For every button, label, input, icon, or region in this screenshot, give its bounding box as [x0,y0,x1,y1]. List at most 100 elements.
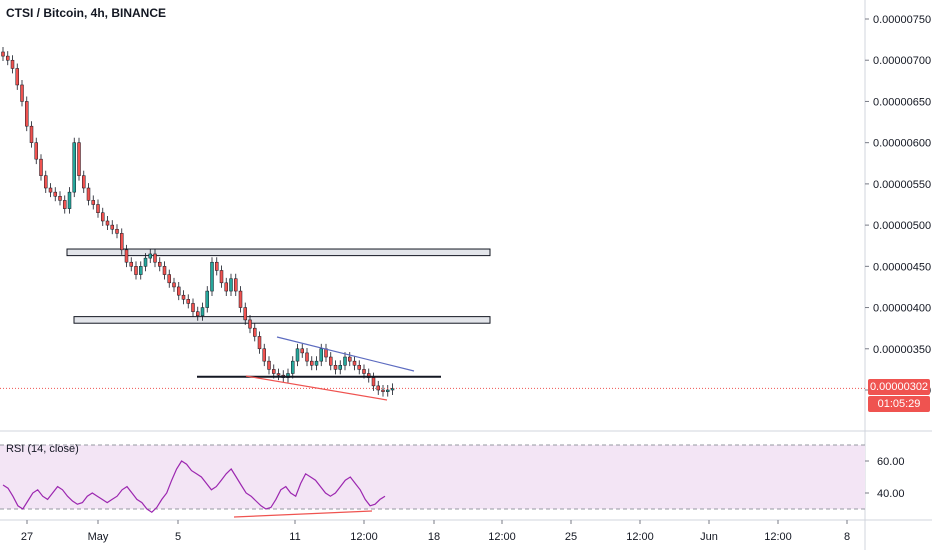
price-tick-label: 0.00000450 [873,261,931,273]
candle-body [67,191,72,209]
candle-body [329,356,333,366]
candle-body [234,278,238,292]
chart-title: CTSI / Bitcoin, 4h, BINANCE [6,6,167,20]
candle-body [129,261,133,267]
candle-body [314,360,319,366]
candle-body [124,249,129,263]
candle-body [310,360,314,366]
candle-body [215,261,219,271]
candle-body [10,59,15,69]
resistance-zone-upper [66,248,491,257]
time-tick-label: 18 [428,531,440,543]
candle-body [39,158,43,176]
descending-trendline [276,336,415,372]
countdown-badge: 01:05:29 [868,396,930,412]
candle-body [91,200,95,205]
price-tick-label: 0.00000400 [873,303,931,315]
candle-body [153,253,157,263]
candle-body [72,142,76,193]
candle-body [362,369,366,374]
time-tick-label: 12:00 [488,531,516,543]
candle-body [172,282,176,288]
candle-body [48,187,53,193]
time-tick-label: Jun [700,531,718,543]
candle-body [143,257,148,267]
candle-body [210,261,214,292]
candle-body [390,388,395,391]
candle-body [196,311,200,317]
price-tick-label: 0.00000750 [873,14,931,26]
candle-body [34,142,38,160]
time-tick-label: 12:00 [626,531,654,543]
candle-body [262,348,266,362]
candle-body [371,377,376,387]
candle-body [338,365,342,370]
candle-body [343,356,347,366]
candle-body [291,360,295,374]
candle-body [248,319,252,329]
candle-body [134,266,138,275]
candle-body [25,101,29,127]
candle-body [53,191,57,197]
price-tick-label: 0.00000350 [873,344,931,356]
candle-body [148,253,152,259]
candle-body [110,224,114,230]
candle-body [348,356,352,362]
candle-body [319,348,323,362]
rsi-divergence-line [233,510,373,518]
candle-body [101,212,105,222]
time-tick-label: May [88,531,109,543]
candle-body [300,348,304,354]
time-tick-label: 8 [844,531,850,543]
price-tick-label: 0.00000500 [873,220,931,232]
price-tick-label: 0.00000600 [873,138,931,150]
candle-body [20,84,24,102]
candle-body [229,278,233,292]
candle-body [29,125,34,143]
candle-body [381,389,385,392]
candle-body [77,142,81,176]
rsi-title: RSI (14, close) [6,443,79,455]
candle-body [158,261,162,267]
candle-body [352,360,357,366]
candle-body [257,336,262,350]
candle-body [96,204,100,213]
candle-body [238,290,243,308]
price-tick-label: 0.00000550 [873,179,931,191]
time-tick-label: 27 [21,531,33,543]
candle-body [243,307,247,321]
candle-body [44,175,48,189]
candle-body [63,200,67,209]
time-tick-label: 25 [565,531,577,543]
candle-body [58,196,62,201]
time-tick-label: 12:00 [764,531,792,543]
candle-body [219,270,224,284]
candle-body [181,294,186,300]
rsi-band [0,445,865,509]
time-tick-label: 12:00 [350,531,378,543]
last-price-badge: 0.00000302 [868,379,930,395]
candle-body [267,360,271,370]
candle-body [1,51,5,57]
candle-body [162,266,167,275]
lower-trendline [245,375,388,401]
candle-body [177,286,181,296]
rsi-tick-label: 40.00 [877,488,905,500]
candle-body [139,266,143,275]
candle-body [357,365,361,370]
time-tick-label: 5 [175,531,181,543]
candle-body [115,228,119,234]
rsi-tick-label: 60.00 [877,456,905,468]
candle-body [333,365,338,370]
candle-body [253,327,257,337]
candle-body [105,220,110,226]
candle-body [205,290,209,308]
candle-body [6,55,10,61]
resistance-zone-lower [73,316,491,324]
price-tick-label: 0.00000700 [873,55,931,67]
candle-body [15,68,19,86]
candle-body [191,303,195,312]
rsi-line [2,460,386,513]
